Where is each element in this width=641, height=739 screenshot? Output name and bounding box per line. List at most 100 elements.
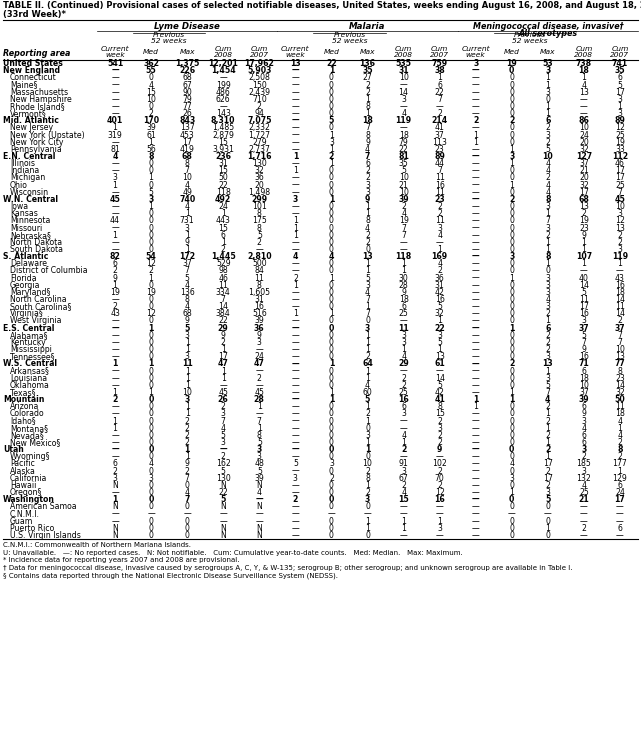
Text: 20: 20	[579, 174, 589, 183]
Text: 4: 4	[257, 488, 262, 497]
Text: 1: 1	[365, 109, 370, 118]
Text: 2: 2	[437, 431, 442, 440]
Text: 26: 26	[182, 109, 192, 118]
Text: 5,903: 5,903	[247, 67, 272, 75]
Text: 11: 11	[218, 281, 228, 290]
Text: —: —	[112, 324, 119, 333]
Text: 2: 2	[545, 174, 550, 183]
Text: 11: 11	[435, 174, 445, 183]
Text: 2: 2	[293, 495, 298, 504]
Text: 4: 4	[149, 460, 154, 469]
Text: 1: 1	[365, 267, 370, 276]
Text: Current: Current	[101, 46, 129, 52]
Text: —: —	[472, 509, 479, 519]
Text: 36: 36	[254, 324, 265, 333]
Text: —: —	[472, 88, 479, 97]
Text: 17: 17	[615, 88, 625, 97]
Text: 1: 1	[545, 209, 551, 218]
Text: 299: 299	[251, 195, 267, 204]
Text: —: —	[400, 123, 408, 132]
Text: 6: 6	[401, 402, 406, 412]
Text: —: —	[472, 252, 479, 261]
Text: —: —	[472, 324, 479, 333]
Text: 1: 1	[149, 359, 154, 368]
Text: Georgia: Georgia	[10, 281, 40, 290]
Text: 40: 40	[579, 273, 589, 282]
Text: 2007: 2007	[430, 52, 449, 58]
Text: 16: 16	[398, 395, 409, 404]
Text: Indiana: Indiana	[10, 166, 39, 175]
Text: 81: 81	[110, 145, 120, 154]
Text: 0: 0	[329, 302, 334, 311]
Text: 2,332: 2,332	[248, 123, 271, 132]
Text: North Carolina: North Carolina	[10, 295, 67, 304]
Text: 1: 1	[401, 259, 406, 268]
Text: 55: 55	[146, 67, 156, 75]
Text: 3: 3	[221, 409, 226, 418]
Text: North Dakota: North Dakota	[10, 238, 62, 247]
Text: 2: 2	[617, 438, 622, 447]
Text: —: —	[472, 409, 479, 418]
Text: —: —	[400, 102, 408, 111]
Text: 0: 0	[510, 267, 514, 276]
Text: 52 weeks: 52 weeks	[331, 38, 367, 44]
Text: 17: 17	[182, 137, 192, 147]
Text: 3: 3	[149, 195, 154, 204]
Text: —: —	[472, 452, 479, 461]
Text: 1: 1	[545, 73, 551, 82]
Text: * Incidence data for reporting years 2007 and 2008 are provisional.: * Incidence data for reporting years 200…	[3, 557, 240, 563]
Text: 2007: 2007	[610, 52, 629, 58]
Text: 3: 3	[365, 431, 370, 440]
Text: —: —	[111, 137, 119, 147]
Text: Puerto Rico: Puerto Rico	[10, 524, 54, 533]
Text: —: —	[400, 81, 408, 89]
Text: —: —	[616, 503, 624, 511]
Text: —: —	[472, 495, 479, 504]
Text: 2: 2	[365, 88, 370, 97]
Text: —: —	[292, 302, 299, 311]
Text: 37: 37	[579, 324, 589, 333]
Text: —: —	[111, 316, 119, 325]
Text: 26: 26	[218, 395, 229, 404]
Text: 22: 22	[219, 488, 228, 497]
Text: —: —	[111, 159, 119, 168]
Text: 2: 2	[365, 174, 370, 183]
Text: 22: 22	[219, 316, 228, 325]
Text: 541: 541	[107, 59, 123, 68]
Text: N: N	[221, 524, 226, 533]
Text: 9: 9	[185, 238, 190, 247]
Text: 0: 0	[510, 374, 514, 383]
Text: 0: 0	[329, 381, 334, 390]
Text: Colorado: Colorado	[10, 409, 45, 418]
Text: Maine§: Maine§	[10, 81, 37, 89]
Text: 3: 3	[401, 338, 406, 347]
Text: 2: 2	[545, 231, 550, 239]
Text: 0: 0	[365, 316, 370, 325]
Text: 18: 18	[399, 295, 408, 304]
Text: 1: 1	[113, 180, 117, 190]
Text: 1: 1	[365, 481, 370, 490]
Text: 1: 1	[437, 316, 442, 325]
Text: 2: 2	[365, 238, 370, 247]
Text: 3: 3	[545, 281, 550, 290]
Text: —: —	[292, 452, 299, 461]
Text: 0: 0	[365, 531, 370, 540]
Text: N: N	[112, 531, 118, 540]
Text: 1: 1	[509, 488, 514, 497]
Text: —: —	[111, 238, 119, 247]
Text: 28: 28	[254, 395, 265, 404]
Text: 5: 5	[581, 288, 587, 297]
Text: 2: 2	[185, 431, 190, 440]
Text: U.S. Virgin Islands: U.S. Virgin Islands	[10, 531, 81, 540]
Text: 6: 6	[617, 524, 622, 533]
Text: 1: 1	[509, 180, 514, 190]
Text: 0: 0	[510, 109, 514, 118]
Text: 143: 143	[216, 109, 231, 118]
Text: Pennsylvania: Pennsylvania	[10, 145, 62, 154]
Text: 0: 0	[510, 338, 514, 347]
Text: 2: 2	[545, 310, 550, 319]
Text: 39: 39	[146, 123, 156, 132]
Text: 48: 48	[254, 460, 264, 469]
Text: 2: 2	[113, 267, 117, 276]
Text: 0: 0	[149, 231, 154, 239]
